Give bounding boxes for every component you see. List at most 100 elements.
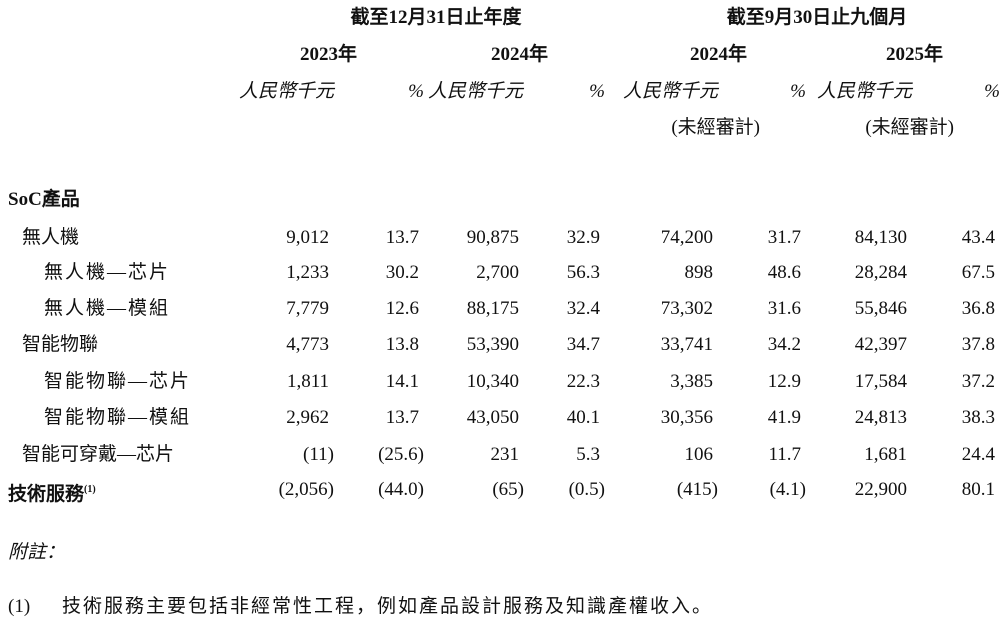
amount-cell: 53,390 bbox=[466, 334, 519, 355]
percent-cell: 40.1 bbox=[566, 407, 600, 428]
row-label: 智能物聯 bbox=[22, 334, 98, 356]
unit-label: 人民幣千元 bbox=[427, 81, 523, 102]
amount-cell: 55,846 bbox=[854, 298, 907, 319]
amount-cell: 3,385 bbox=[670, 371, 713, 392]
amount-cell: 30,356 bbox=[660, 407, 713, 428]
row-label-text: 智能物聯—芯片 bbox=[44, 371, 192, 392]
amount-cell: 2,700 bbox=[476, 262, 519, 283]
amount-cell: 10,340 bbox=[466, 371, 519, 392]
note-text: 技術服務主要包括非經常性工程，例如產品設計服務及知識產權收入。 bbox=[62, 596, 714, 617]
amount-cell: 28,284 bbox=[854, 262, 907, 283]
amount-cell: (2,056) bbox=[278, 479, 334, 500]
percent-label: % bbox=[408, 81, 424, 102]
percent-cell: 11.7 bbox=[768, 444, 801, 465]
amount-cell: 42,397 bbox=[854, 334, 907, 355]
percent-label: % bbox=[589, 81, 605, 102]
percent-cell: 32.4 bbox=[566, 298, 600, 319]
unaudited-label: (未經審計) bbox=[671, 117, 760, 138]
footnote-ref: (1) bbox=[84, 484, 96, 495]
percent-cell: 34.7 bbox=[566, 334, 600, 355]
percent-label: % bbox=[790, 81, 806, 102]
percent-label: % bbox=[984, 81, 1000, 102]
unaudited-label: (未經審計) bbox=[865, 117, 954, 138]
percent-cell: 24.4 bbox=[961, 444, 995, 465]
amount-cell: 4,773 bbox=[286, 334, 329, 355]
amount-cell: 88,175 bbox=[466, 298, 519, 319]
row-label-text: 技術服務 bbox=[8, 484, 85, 505]
amount-cell: 9,012 bbox=[286, 227, 329, 248]
percent-cell: 22.3 bbox=[566, 371, 600, 392]
year-header: 2024年 bbox=[689, 44, 747, 65]
amount-cell: 2,962 bbox=[286, 407, 329, 428]
amount-cell: 231 bbox=[490, 444, 520, 465]
period-group-9m: 截至9月30日止九個月 bbox=[726, 7, 908, 28]
amount-cell: 90,875 bbox=[466, 227, 519, 248]
row-label: 無人機—模組 bbox=[44, 298, 170, 320]
percent-cell: 5.3 bbox=[576, 444, 600, 465]
percent-cell: 56.3 bbox=[566, 262, 600, 283]
year-header: 2025年 bbox=[885, 44, 943, 65]
amount-cell: 84,130 bbox=[854, 227, 907, 248]
amount-cell: 73,302 bbox=[660, 298, 713, 319]
row-label-text: 無人機—模組 bbox=[44, 298, 171, 319]
row-label: 智能物聯—芯片 bbox=[44, 371, 191, 393]
year-header: 2023年 bbox=[299, 44, 357, 65]
unit-label: 人民幣千元 bbox=[238, 81, 334, 102]
row-label: 無人機—芯片 bbox=[44, 262, 170, 284]
percent-cell: 67.5 bbox=[961, 262, 995, 283]
percent-cell: 14.1 bbox=[385, 371, 419, 392]
amount-cell: 17,584 bbox=[854, 371, 907, 392]
unit-label: 人民幣千元 bbox=[816, 81, 912, 102]
amount-cell: 7,779 bbox=[286, 298, 329, 319]
row-label: SoC產品 bbox=[8, 189, 80, 211]
percent-cell: 31.6 bbox=[767, 298, 801, 319]
percent-cell: 32.9 bbox=[566, 227, 600, 248]
row-label-text: 智能物聯 bbox=[22, 334, 99, 355]
amount-cell: 43,050 bbox=[466, 407, 519, 428]
percent-cell: 48.6 bbox=[767, 262, 801, 283]
percent-cell: (44.0) bbox=[378, 479, 424, 500]
notes-title: 附註： bbox=[8, 542, 66, 563]
percent-cell: 37.8 bbox=[961, 334, 995, 355]
percent-cell: 34.2 bbox=[767, 334, 801, 355]
row-label-text: 智能可穿戴—芯片 bbox=[22, 444, 175, 465]
row-label-text: 無人機—芯片 bbox=[44, 262, 171, 283]
percent-cell: (25.6) bbox=[378, 444, 424, 465]
row-label: 智能可穿戴—芯片 bbox=[22, 444, 174, 466]
row-label: 技術服務(1) bbox=[8, 479, 96, 506]
year-header: 2024年 bbox=[490, 44, 548, 65]
unit-label: 人民幣千元 bbox=[622, 81, 718, 102]
amount-cell: 898 bbox=[684, 262, 714, 283]
amount-cell: (415) bbox=[676, 479, 718, 500]
percent-cell: 31.7 bbox=[767, 227, 801, 248]
percent-cell: 12.9 bbox=[767, 371, 801, 392]
percent-cell: 36.8 bbox=[961, 298, 995, 319]
percent-cell: (0.5) bbox=[568, 479, 605, 500]
amount-cell: 1,233 bbox=[286, 262, 329, 283]
amount-cell: 74,200 bbox=[660, 227, 713, 248]
percent-cell: 80.1 bbox=[961, 479, 995, 500]
percent-cell: (4.1) bbox=[769, 479, 806, 500]
row-label: 智能物聯—模組 bbox=[44, 407, 191, 429]
row-label: 無人機 bbox=[22, 227, 79, 249]
percent-cell: 13.7 bbox=[385, 407, 419, 428]
percent-cell: 43.4 bbox=[961, 227, 995, 248]
percent-cell: 30.2 bbox=[385, 262, 419, 283]
amount-cell: (11) bbox=[303, 444, 334, 465]
amount-cell: 1,811 bbox=[286, 371, 329, 392]
note-marker: (1) bbox=[8, 596, 31, 617]
amount-cell: (65) bbox=[492, 479, 524, 500]
amount-cell: 22,900 bbox=[854, 479, 907, 500]
percent-cell: 38.3 bbox=[961, 407, 995, 428]
amount-cell: 33,741 bbox=[660, 334, 713, 355]
percent-cell: 37.2 bbox=[961, 371, 995, 392]
row-label-text: 無人機 bbox=[22, 227, 80, 248]
amount-cell: 1,681 bbox=[864, 444, 907, 465]
period-group-fy: 截至12月31日止年度 bbox=[350, 7, 522, 28]
percent-cell: 13.8 bbox=[385, 334, 419, 355]
percent-cell: 13.7 bbox=[385, 227, 419, 248]
percent-cell: 12.6 bbox=[385, 298, 419, 319]
row-label-text: SoC產品 bbox=[8, 189, 80, 210]
amount-cell: 106 bbox=[684, 444, 714, 465]
percent-cell: 41.9 bbox=[767, 407, 801, 428]
